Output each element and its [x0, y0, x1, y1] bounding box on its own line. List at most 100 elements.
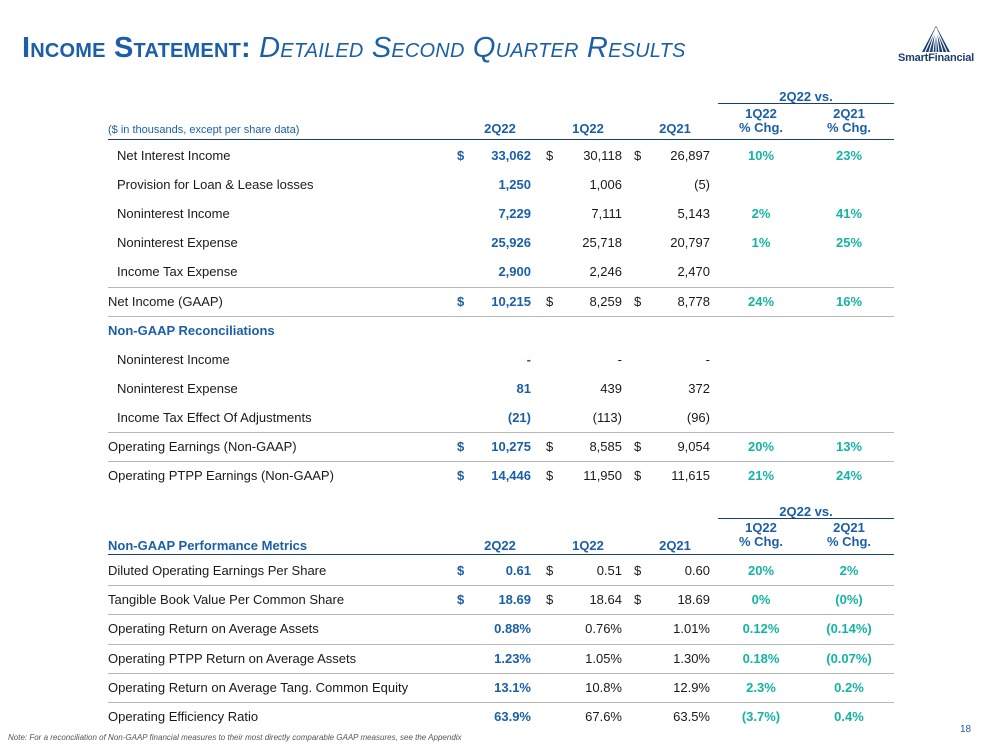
table2-vs-label: 2Q22 vs.	[779, 504, 833, 519]
row-divider	[108, 315, 894, 317]
table-row: Tangible Book Value Per Common Share $ $ $1…	[0, 585, 999, 614]
value-2q21: 63.5%	[673, 709, 710, 724]
value-1q22: 10.8%	[585, 679, 622, 695]
value-2q22: 63.9%	[494, 709, 531, 724]
value-1q22: 11,950	[583, 468, 622, 484]
table-row: Noninterest Income - - -	[0, 345, 999, 374]
value-2q21: (5)	[694, 177, 710, 193]
value-2q21: 1.01%	[673, 621, 710, 637]
table2-chg1-header-text: 1Q22 % Chg.	[738, 520, 784, 549]
table1-chg1-header-text: 1Q22 % Chg.	[738, 106, 784, 135]
table2-header-rule	[108, 554, 894, 555]
table2-vs-rule	[718, 518, 894, 519]
currency-2q21: $	[634, 468, 642, 484]
row-label: Net Interest Income	[117, 148, 231, 163]
table2-col-2q22: 2Q22	[484, 538, 516, 553]
pct-chg-1q22: 0%	[751, 592, 771, 608]
currency-1q22: $	[546, 439, 554, 454]
currency-2q22: $	[457, 439, 465, 454]
row-label: Operating Return on Average Tang. Common…	[108, 679, 409, 695]
value-2q22: 7,229	[498, 206, 531, 222]
row-divider	[108, 643, 894, 645]
row-divider	[108, 672, 894, 674]
currency-2q22: $	[457, 468, 465, 484]
row-label: Operating Earnings (Non-GAAP)	[108, 439, 297, 454]
value-2q22: 13.1%	[494, 679, 531, 695]
table-row: Net Income (GAAP) $ $ $10,215 8,259 8,778 24% 1…	[0, 287, 999, 316]
row-label: Non-GAAP Reconciliations	[108, 322, 275, 338]
table1-col-1q22: 1Q22	[572, 121, 604, 136]
currency-2q21: $	[634, 148, 642, 163]
value-1q22: -	[617, 351, 622, 367]
table1-vs-rule	[718, 103, 894, 104]
table-row: Operating Return on Average Tang. Common…	[0, 673, 999, 702]
table-row: Operating Return on Average Assets 0.88% 0…	[0, 614, 999, 643]
value-2q21: 5,143	[677, 206, 710, 222]
value-1q22: 7,111	[591, 206, 622, 222]
currency-2q21: $	[634, 563, 642, 578]
row-label: Diluted Operating Earnings Per Share	[108, 563, 327, 578]
value-2q21: 20,797	[670, 235, 710, 251]
logo-wordmark: SmartFinancial	[897, 52, 975, 64]
table-row: Noninterest Income 7,229 7,111 5,143 2% 41%	[0, 199, 999, 228]
value-1q22: 25,718	[582, 235, 622, 251]
table-row: Provision for Loan & Lease losses 1,250 1,…	[0, 170, 999, 199]
pct-chg-1q22: 10%	[747, 148, 775, 163]
row-label: Operating Return on Average Assets	[108, 621, 319, 637]
value-2q22: 10,275	[491, 439, 531, 454]
row-label: Operating PTPP Return on Average Assets	[108, 650, 357, 666]
table-row: Noninterest Expense 81 439 372	[0, 374, 999, 403]
pct-chg-1q22: 20%	[747, 439, 775, 454]
value-2q21: 26,897	[670, 148, 710, 163]
value-2q22: 1.23%	[494, 650, 531, 666]
pct-chg-2q21: (0.07%)	[826, 650, 872, 666]
value-1q22: 8,585	[589, 439, 622, 454]
table1-col-2q22: 2Q22	[484, 121, 516, 136]
logo-mark-icon	[922, 26, 950, 53]
value-2q22: 10,215	[491, 293, 531, 309]
row-label: Noninterest Income	[117, 206, 230, 222]
table-row: Income Tax Expense 2,900 2,246 2,470	[0, 257, 999, 286]
table1-caption: ($ in thousands, except per share data)	[108, 124, 300, 136]
table1-chg2-header: 2Q21 % Chg.	[814, 107, 884, 135]
value-1q22: 1.05%	[585, 650, 622, 666]
table1-vs-label: 2Q22 vs.	[779, 89, 833, 104]
value-2q22: 2,900	[498, 264, 531, 280]
footnote: Note: For a reconciliation of Non-GAAP f…	[8, 733, 462, 742]
row-label: Income Tax Effect Of Adjustments	[117, 409, 312, 425]
row-divider	[108, 702, 894, 703]
smartfinancial-logo: SmartFinancial	[884, 24, 988, 68]
pct-chg-2q21: 0.4%	[834, 709, 864, 724]
value-2q22: 81	[516, 380, 531, 396]
currency-2q21: $	[634, 293, 642, 309]
row-divider	[108, 286, 894, 288]
pct-chg-1q22: 24%	[747, 293, 775, 309]
pct-chg-1q22: 21%	[747, 468, 775, 484]
value-2q21: 18.69	[677, 592, 710, 608]
value-1q22: 439	[600, 380, 622, 396]
value-2q22: 18.69	[498, 592, 531, 608]
pct-chg-2q21: 23%	[835, 148, 863, 163]
currency-2q22: $	[457, 592, 465, 608]
value-2q21: 11,615	[671, 468, 710, 484]
value-1q22: 8,259	[589, 293, 622, 309]
currency-2q21: $	[634, 592, 642, 608]
pct-chg-2q21: 41%	[835, 206, 863, 222]
row-divider	[108, 614, 894, 616]
table-row: Income Tax Effect Of Adjustments (21) (113…	[0, 403, 999, 432]
title-subtitle: Detailed Second Quarter Results	[259, 32, 686, 64]
currency-2q22: $	[457, 148, 465, 163]
table2-chg1-header: 1Q22 % Chg.	[726, 521, 796, 549]
value-1q22: 67.6%	[585, 709, 622, 724]
value-1q22: 18.64	[589, 592, 622, 608]
pct-chg-1q22: 1%	[751, 235, 771, 251]
pct-chg-1q22: 2%	[751, 206, 771, 222]
value-2q21: (96)	[686, 409, 710, 425]
pct-chg-1q22: 20%	[747, 563, 775, 578]
currency-1q22: $	[546, 293, 554, 309]
table-row: Diluted Operating Earnings Per Share $ $ $0…	[0, 556, 999, 585]
value-1q22: (113)	[592, 409, 622, 425]
row-label: Noninterest Expense	[117, 235, 238, 251]
value-2q21: 12.9%	[673, 679, 710, 695]
currency-1q22: $	[546, 148, 554, 163]
